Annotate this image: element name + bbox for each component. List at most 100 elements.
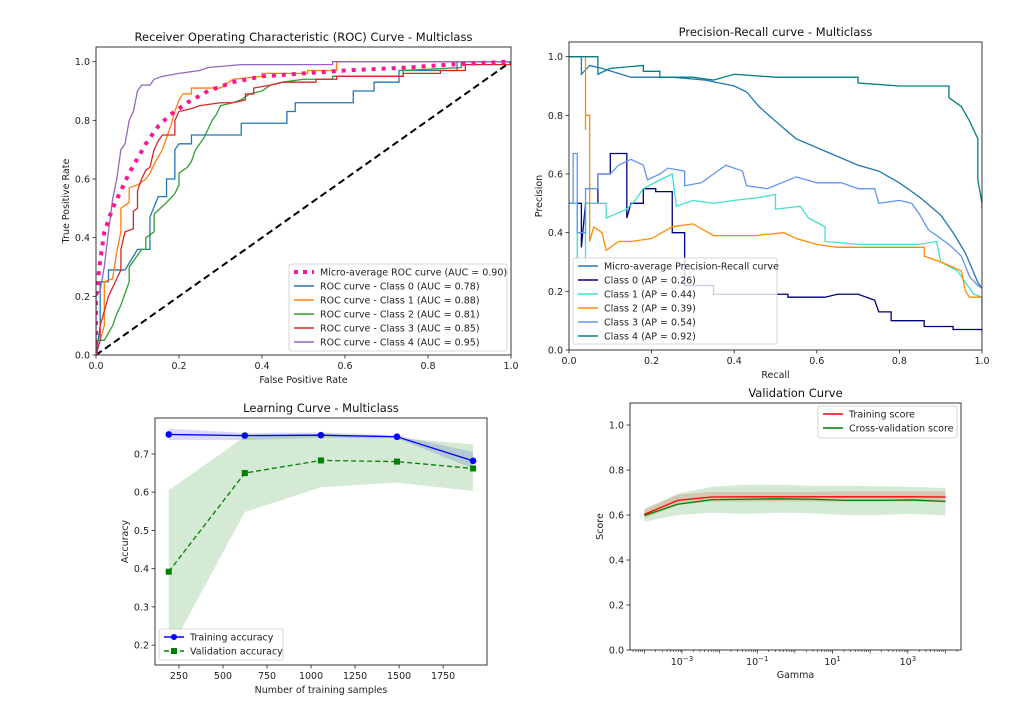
axes-frame xyxy=(629,402,962,651)
y-tick-label: 0.4 xyxy=(75,233,90,244)
x-tick-label: 10−1 xyxy=(746,655,768,668)
legend-label-2: Class 1 (AP = 0.44) xyxy=(604,290,696,301)
y-tick-label: 0.4 xyxy=(609,556,624,567)
legend-label-1: ROC curve - Class 0 (AUC = 0.78) xyxy=(320,282,480,293)
legend-frame xyxy=(288,263,508,352)
x-tick-label: 0.4 xyxy=(727,356,742,367)
x-axis-label: False Positive Rate xyxy=(259,375,347,386)
chart-roc: 0.0 0.2 0.4 0.6 0.8 1.0 0.0 0.2 0.4 0.6 0.8 1.0 Rece… xyxy=(61,30,519,386)
series-line-1 xyxy=(96,61,511,355)
chart-title: Receiver Operating Characteristic (ROC) … xyxy=(135,30,473,44)
series-line-5 xyxy=(96,61,511,355)
legend-label-2: ROC curve - Class 1 (AUC = 0.88) xyxy=(320,296,480,307)
tick-exponent: −3 xyxy=(683,655,693,663)
plot-area xyxy=(165,428,477,653)
axes-frame xyxy=(95,46,512,356)
y-tick-label: 1.0 xyxy=(609,421,624,432)
y-tick-label: 0.2 xyxy=(134,641,149,652)
y-tick-label: 0.2 xyxy=(75,292,90,303)
x-tick-label: 0.6 xyxy=(337,361,352,372)
y-axis-label: Precision xyxy=(534,175,545,217)
band-1 xyxy=(168,434,474,653)
y-axis-label: True Positive Rate xyxy=(61,159,72,245)
legend-label-0: Training accuracy xyxy=(189,633,274,644)
point-1-3 xyxy=(393,458,400,465)
x-tick-label: 1.0 xyxy=(974,356,989,367)
x-tick-label: 0.0 xyxy=(561,356,576,367)
point-0-4 xyxy=(469,457,477,465)
legend-label-5: ROC curve - Class 4 (AUC = 0.95) xyxy=(320,338,480,349)
x-tick-label: 0.2 xyxy=(644,356,659,367)
legend: Micro-average ROC curve (AUC = 0.90) ROC … xyxy=(288,263,508,352)
y-tick-label: 0.3 xyxy=(134,602,149,613)
y-tick-label: 0.0 xyxy=(75,351,90,362)
x-tick-label: 103 xyxy=(900,655,917,668)
point-1-1 xyxy=(241,470,248,477)
point-1-0 xyxy=(165,568,172,575)
x-tick-label: 1000 xyxy=(299,671,323,682)
series-line-0 xyxy=(96,59,511,355)
y-axis-label: Score xyxy=(595,513,606,540)
tick-base: 10 xyxy=(746,657,758,668)
legend-label-1: Cross-validation score xyxy=(849,424,954,435)
series-line-4 xyxy=(96,61,511,355)
chart-validation: 10−3 10−1 101 1030.00.20.40.60.81.0Validati… xyxy=(595,386,962,681)
x-tick-label: 0.8 xyxy=(892,356,907,367)
x-tick-label: 250 xyxy=(170,671,188,682)
y-tick-label: 0.2 xyxy=(609,601,624,612)
x-tick-label: 101 xyxy=(824,655,841,668)
y-tick-label: 0.4 xyxy=(548,228,563,239)
y-tick-label: 0.8 xyxy=(609,466,624,477)
tick-base: 10 xyxy=(900,657,912,668)
legend-label-3: Class 2 (AP = 0.39) xyxy=(604,304,696,315)
point-1-4 xyxy=(470,465,477,472)
chart-title: Learning Curve - Multiclass xyxy=(243,401,399,415)
chart-learning: 250 500 750 1000 1250 1500 1750 0.2 0.3 0.4 0.5 0.6… xyxy=(120,401,488,696)
x-tick-label: 0.0 xyxy=(88,361,103,372)
x-tick-label: 750 xyxy=(258,671,276,682)
y-tick-label: 0.6 xyxy=(75,175,90,186)
legend-frame xyxy=(158,628,284,661)
x-tick-label: 1750 xyxy=(431,671,455,682)
y-tick-label: 0.8 xyxy=(548,111,563,122)
y-tick-label: 0.5 xyxy=(134,526,149,537)
y-tick-label: 0.6 xyxy=(548,170,563,181)
plot-area xyxy=(644,484,946,522)
tick-exponent: 1 xyxy=(836,655,840,663)
legend-label-3: ROC curve - Class 2 (AUC = 0.81) xyxy=(320,310,480,321)
axes-frame xyxy=(154,417,488,666)
legend-label-1: Validation accuracy xyxy=(190,647,283,658)
x-tick-label: 1500 xyxy=(387,671,411,682)
legend-frame xyxy=(572,257,778,345)
x-tick-label: 0.4 xyxy=(254,361,269,372)
x-tick-label: 1.0 xyxy=(503,361,518,372)
legend: Training accuracy Validation accuracy xyxy=(158,628,284,661)
x-tick-label: 0.6 xyxy=(809,356,824,367)
chart-title: Precision-Recall curve - Multiclass xyxy=(679,25,873,39)
y-axis-label: Accuracy xyxy=(120,519,131,563)
legend-marker xyxy=(171,648,177,654)
series-line-4 xyxy=(569,152,982,289)
legend: Micro-average Precision-Recall curve Clas… xyxy=(572,257,779,345)
series-line-1 xyxy=(644,498,946,517)
series-line-5 xyxy=(569,56,982,210)
legend-frame xyxy=(817,405,958,439)
tick-exponent: −1 xyxy=(758,655,768,663)
x-tick-label: 0.8 xyxy=(420,361,435,372)
series-line-0 xyxy=(644,496,946,515)
y-tick-label: 0.7 xyxy=(134,449,149,460)
legend-label-5: Class 4 (AP = 0.92) xyxy=(604,332,696,343)
point-0-0 xyxy=(165,431,173,438)
y-tick-label: 0.0 xyxy=(548,346,563,357)
band-1 xyxy=(644,484,946,522)
point-1-2 xyxy=(317,457,324,464)
legend-label-0: Micro-average Precision-Recall curve xyxy=(604,262,779,273)
chart-title: Validation Curve xyxy=(748,386,842,400)
x-axis-label: Recall xyxy=(761,370,789,381)
point-0-1 xyxy=(241,432,249,439)
x-tick-label: 500 xyxy=(214,671,232,682)
series-line-2 xyxy=(96,61,511,355)
axes-frame xyxy=(568,41,983,351)
y-tick-label: 1.0 xyxy=(548,52,563,63)
y-tick-label: 0.2 xyxy=(548,287,563,298)
